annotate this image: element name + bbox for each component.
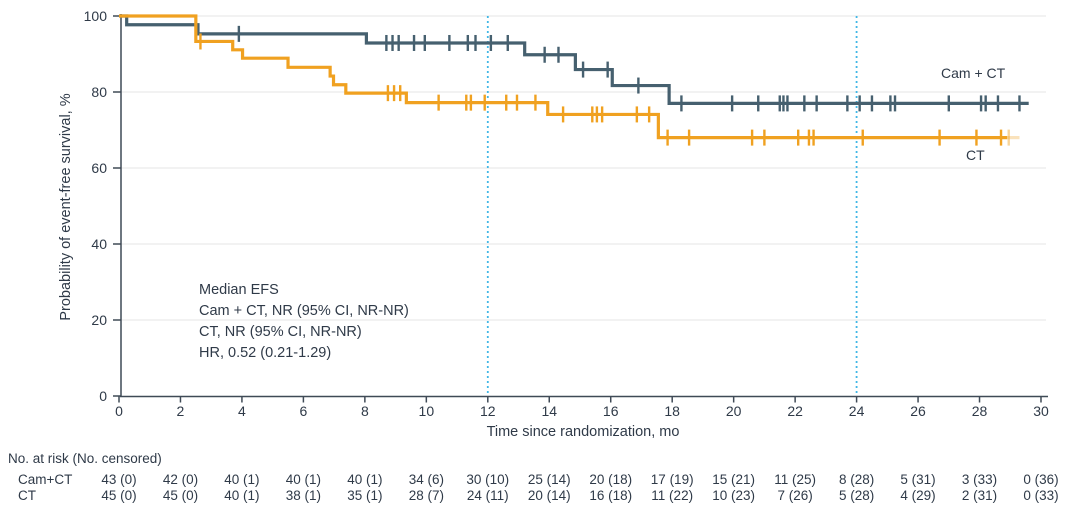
annotation-line-2: Cam + CT, NR (95% CI, NR-NR) bbox=[199, 303, 409, 319]
x-tick-label-0: 0 bbox=[115, 403, 123, 419]
risk-value-ct-16mo: 16 (18) bbox=[589, 488, 633, 503]
x-tick-label-10: 10 bbox=[418, 403, 435, 419]
risk-value-cam-ct-18mo: 17 (19) bbox=[650, 472, 694, 487]
median-efs-annotation: Median EFS Cam + CT, NR (95% CI, NR-NR) … bbox=[199, 280, 409, 364]
risk-value-ct-22mo: 7 (26) bbox=[777, 488, 813, 503]
risk-row-label-cam-ct: Cam+CT bbox=[18, 472, 73, 487]
risk-value-ct-0mo: 45 (0) bbox=[101, 488, 137, 503]
risk-value-ct-28mo: 2 (31) bbox=[961, 488, 998, 503]
survival-curve-cam-ct bbox=[119, 14, 1029, 105]
x-tick-label-12: 12 bbox=[479, 403, 496, 419]
risk-value-cam-ct-28mo: 3 (33) bbox=[961, 472, 998, 487]
annotation-line-3: CT, NR (95% CI, NR-NR) bbox=[199, 324, 362, 340]
risk-value-ct-30mo: 0 (33) bbox=[1023, 488, 1059, 503]
risk-value-cam-ct-22mo: 11 (25) bbox=[774, 472, 817, 487]
risk-value-cam-ct-30mo: 0 (36) bbox=[1023, 472, 1059, 487]
risk-value-ct-8mo: 35 (1) bbox=[347, 488, 383, 503]
x-tick-label-16: 16 bbox=[602, 403, 619, 419]
x-tick-label-8: 8 bbox=[360, 403, 369, 419]
risk-value-ct-4mo: 40 (1) bbox=[224, 488, 260, 503]
y-tick-label-20: 20 bbox=[91, 312, 107, 328]
x-tick-label-30: 30 bbox=[1033, 403, 1049, 419]
x-tick-label-2: 2 bbox=[176, 403, 185, 419]
x-tick-label-28: 28 bbox=[971, 403, 988, 419]
risk-table-header: No. at risk (No. censored) bbox=[8, 451, 162, 466]
risk-value-ct-2mo: 45 (0) bbox=[162, 488, 199, 503]
risk-value-cam-ct-2mo: 42 (0) bbox=[162, 472, 199, 487]
annotation-line-1: Median EFS bbox=[199, 282, 279, 298]
x-axis-title: Time since randomization, mo bbox=[486, 424, 680, 440]
risk-value-ct-10mo: 28 (7) bbox=[408, 488, 444, 503]
risk-value-cam-ct-24mo: 8 (28) bbox=[838, 472, 875, 487]
risk-value-cam-ct-6mo: 40 (1) bbox=[285, 472, 322, 487]
risk-value-cam-ct-20mo: 15 (21) bbox=[712, 472, 756, 487]
y-tick-label-40: 40 bbox=[91, 236, 107, 252]
y-axis-title: Probability of event-free survival, % bbox=[58, 93, 74, 321]
y-tick-label-100: 100 bbox=[83, 8, 107, 24]
annotation-line-4: HR, 0.52 (0.21-1.29) bbox=[199, 345, 332, 361]
y-tick-label-0: 0 bbox=[99, 388, 107, 404]
x-tick-label-14: 14 bbox=[541, 403, 558, 419]
curve-label-ct: CT bbox=[966, 147, 985, 163]
risk-value-cam-ct-16mo: 20 (18) bbox=[589, 472, 633, 487]
risk-value-ct-24mo: 5 (28) bbox=[838, 488, 875, 503]
survival-curve-ct bbox=[119, 14, 1008, 140]
x-tick-label-20: 20 bbox=[725, 403, 742, 419]
risk-value-ct-12mo: 24 (11) bbox=[466, 488, 509, 503]
x-tick-label-6: 6 bbox=[299, 403, 308, 419]
risk-value-cam-ct-4mo: 40 (1) bbox=[224, 472, 260, 487]
risk-value-ct-20mo: 10 (23) bbox=[712, 488, 756, 503]
risk-value-ct-14mo: 20 (14) bbox=[527, 488, 571, 503]
x-tick-label-18: 18 bbox=[664, 403, 680, 419]
x-tick-label-4: 4 bbox=[238, 403, 246, 419]
risk-value-cam-ct-26mo: 5 (31) bbox=[900, 472, 936, 487]
y-tick-label-60: 60 bbox=[91, 160, 107, 176]
x-tick-label-22: 22 bbox=[787, 403, 803, 419]
x-tick-label-24: 24 bbox=[848, 403, 865, 419]
risk-value-ct-18mo: 11 (22) bbox=[651, 488, 694, 503]
curve-label-cam-ct: Cam + CT bbox=[941, 65, 1006, 81]
risk-value-cam-ct-8mo: 40 (1) bbox=[347, 472, 383, 487]
risk-value-cam-ct-0mo: 43 (0) bbox=[101, 472, 137, 487]
risk-value-ct-6mo: 38 (1) bbox=[285, 488, 322, 503]
x-tick-label-26: 26 bbox=[910, 403, 926, 419]
y-tick-label-80: 80 bbox=[91, 84, 107, 100]
risk-value-cam-ct-10mo: 34 (6) bbox=[408, 472, 444, 487]
risk-value-cam-ct-12mo: 30 (10) bbox=[466, 472, 510, 487]
risk-value-cam-ct-14mo: 25 (14) bbox=[527, 472, 571, 487]
risk-value-ct-26mo: 4 (29) bbox=[900, 488, 936, 503]
risk-row-label-ct: CT bbox=[18, 488, 36, 503]
